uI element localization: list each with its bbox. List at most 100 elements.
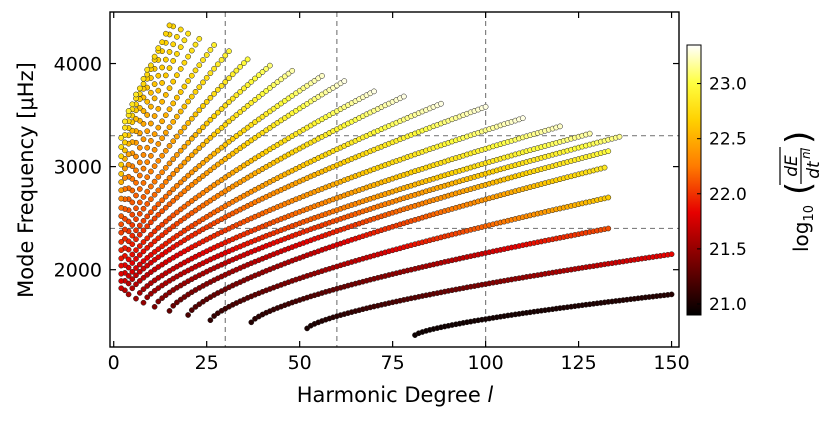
data-point bbox=[557, 123, 563, 130]
data-point bbox=[140, 152, 147, 158]
data-point bbox=[159, 221, 165, 228]
data-point bbox=[144, 188, 151, 195]
data-point bbox=[248, 319, 255, 326]
data-point bbox=[181, 188, 188, 195]
data-point bbox=[181, 37, 188, 44]
data-point bbox=[170, 156, 177, 162]
data-point bbox=[166, 85, 173, 92]
data-point bbox=[140, 81, 147, 87]
data-point bbox=[155, 187, 162, 194]
data-point bbox=[166, 65, 173, 71]
data-point bbox=[170, 198, 177, 204]
data-point bbox=[196, 84, 203, 90]
data-point bbox=[118, 161, 125, 168]
data-point bbox=[233, 148, 240, 154]
data-point bbox=[151, 163, 158, 169]
data-point bbox=[192, 111, 199, 118]
data-point bbox=[226, 99, 232, 105]
data-point bbox=[248, 78, 255, 85]
data-point bbox=[255, 72, 262, 79]
data-point bbox=[263, 65, 270, 72]
data-point bbox=[140, 75, 147, 82]
data-point bbox=[140, 136, 147, 143]
data-point bbox=[159, 169, 165, 176]
data-point bbox=[605, 194, 612, 201]
data-point bbox=[237, 109, 244, 115]
data-point bbox=[177, 26, 184, 33]
data-point bbox=[177, 179, 184, 186]
data-point bbox=[136, 210, 143, 217]
data-point bbox=[185, 312, 191, 318]
data-point bbox=[162, 204, 169, 211]
data-point bbox=[241, 60, 247, 66]
axis-ticks: 0 25 50 75 100 125 150 2000 3000 4000 bbox=[54, 12, 690, 374]
data-point bbox=[207, 47, 214, 53]
data-point bbox=[255, 93, 262, 100]
data-point bbox=[166, 190, 173, 196]
data-point bbox=[159, 39, 165, 46]
data-point bbox=[252, 75, 258, 82]
data-point bbox=[222, 52, 229, 59]
data-point bbox=[125, 108, 132, 114]
data-point bbox=[211, 131, 217, 138]
data-point bbox=[155, 141, 162, 147]
data-point bbox=[170, 186, 177, 193]
data-point bbox=[185, 172, 191, 179]
data-point bbox=[229, 115, 236, 122]
data-point bbox=[140, 265, 147, 272]
colorbar-tick-label: 22.0 bbox=[709, 185, 747, 205]
data-point bbox=[174, 152, 180, 158]
data-point bbox=[174, 209, 180, 216]
data-point bbox=[129, 251, 136, 258]
data-point bbox=[177, 191, 184, 198]
data-point bbox=[203, 170, 210, 176]
data-point bbox=[144, 144, 151, 151]
x-tick-label: 50 bbox=[288, 352, 312, 374]
svg-text:nl: nl bbox=[799, 147, 813, 159]
data-point bbox=[162, 30, 169, 37]
data-point bbox=[192, 304, 199, 310]
data-point bbox=[185, 139, 191, 146]
data-point bbox=[222, 141, 229, 148]
data-point bbox=[237, 63, 244, 70]
data-point bbox=[177, 66, 184, 72]
data-point bbox=[129, 211, 136, 218]
data-point bbox=[166, 226, 173, 233]
data-point bbox=[136, 243, 143, 249]
data-point bbox=[118, 270, 125, 277]
data-point bbox=[222, 102, 229, 109]
data-point bbox=[586, 130, 593, 137]
data-point bbox=[129, 199, 136, 206]
data-point bbox=[248, 99, 255, 106]
data-point bbox=[155, 124, 162, 131]
data-point bbox=[144, 71, 151, 78]
data-point bbox=[136, 231, 143, 238]
data-point bbox=[207, 167, 214, 174]
data-point bbox=[233, 92, 240, 99]
data-point bbox=[192, 195, 199, 202]
data-point bbox=[181, 83, 188, 90]
data-point bbox=[118, 153, 125, 160]
data-point bbox=[166, 22, 173, 29]
data-point bbox=[136, 222, 143, 229]
data-point bbox=[267, 85, 273, 91]
data-point bbox=[133, 116, 139, 122]
data-point bbox=[181, 124, 188, 131]
data-point bbox=[170, 171, 177, 177]
data-point bbox=[174, 194, 180, 201]
data-point bbox=[118, 204, 125, 211]
data-point bbox=[159, 295, 165, 301]
data-point bbox=[151, 178, 158, 185]
data-point bbox=[244, 82, 251, 88]
data-point bbox=[174, 133, 180, 140]
data-point bbox=[155, 105, 162, 112]
data-point bbox=[136, 186, 143, 192]
data-point bbox=[181, 143, 188, 150]
data-point bbox=[185, 53, 191, 60]
data-point bbox=[151, 228, 158, 235]
data-point bbox=[319, 73, 325, 79]
data-point bbox=[218, 57, 225, 63]
data-point bbox=[133, 295, 139, 302]
data-point bbox=[170, 118, 177, 125]
